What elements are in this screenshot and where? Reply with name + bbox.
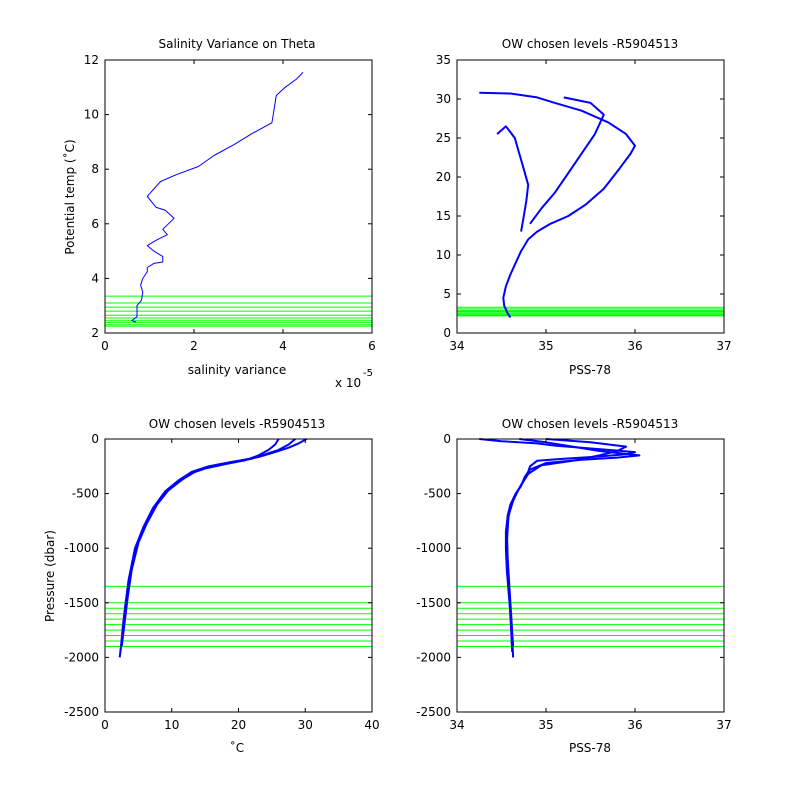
panel-4-xlabel: PSS-78 <box>569 741 611 755</box>
y-tick-label: -2000 <box>64 650 99 664</box>
panel-4-title: OW chosen levels -R5904513 <box>502 417 678 431</box>
panel-1-ylabel: Potential temp (˚C) <box>62 139 77 254</box>
y-tick-label: 2 <box>91 326 99 340</box>
panel-2-plot: 34 35 36 37 0 5 10 15 20 25 30 35 <box>436 53 732 353</box>
x-tick-label: 0 <box>101 339 109 353</box>
series-line <box>131 71 304 323</box>
x-tick-label: 2 <box>190 339 198 353</box>
x-tick-label: 35 <box>538 718 553 732</box>
panel-salinity-pressure: OW chosen levels -R5904513 34 35 36 37 -2500… <box>416 417 732 755</box>
y-tick-label: -1500 <box>416 596 451 610</box>
panel-1-xlabel: salinity variance <box>188 363 287 377</box>
series-line <box>119 438 280 653</box>
y-tick-label: 6 <box>91 217 99 231</box>
series-line <box>505 438 628 652</box>
y-tick-label: 0 <box>91 432 99 446</box>
x-tick-label: 30 <box>298 718 313 732</box>
y-tick-label: 35 <box>436 53 451 67</box>
x-tick-label: 37 <box>716 718 731 732</box>
series-line <box>479 91 636 318</box>
x-tick-label: 36 <box>627 718 642 732</box>
x-tick-label: 34 <box>449 339 464 353</box>
panel-temperature-pressure: OW chosen levels -R5904513 0 10 20 30 40 -250… <box>43 417 380 755</box>
panel-theta-salinity: OW chosen levels -R5904513 34 35 36 37 0 5 10 1… <box>436 37 732 377</box>
x-tick-label: 35 <box>538 339 553 353</box>
y-tick-label: 0 <box>443 432 451 446</box>
y-tick-label: -2500 <box>64 705 99 719</box>
panel-1-x-exponent: x 10 <box>335 376 361 390</box>
panel-1-x-exponent-power: -5 <box>363 368 373 379</box>
x-tick-label: 10 <box>164 718 179 732</box>
x-tick-label: 34 <box>449 718 464 732</box>
y-tick-label: 12 <box>84 53 99 67</box>
panel-2-title: OW chosen levels -R5904513 <box>502 37 678 51</box>
y-tick-label: -500 <box>424 487 451 501</box>
axes-box <box>456 59 725 334</box>
y-tick-label: -1000 <box>64 541 99 555</box>
series-line <box>529 96 605 225</box>
x-tick-label: 37 <box>716 339 731 353</box>
x-tick-label: 20 <box>231 718 246 732</box>
y-tick-label: 8 <box>91 162 99 176</box>
panel-3-plot: 0 10 20 30 40 -2500 -2000 -1500 -1000 -500 0 <box>64 432 380 732</box>
axes-box <box>456 438 725 713</box>
y-tick-label: 5 <box>443 287 451 301</box>
y-tick-label: -1000 <box>416 541 451 555</box>
x-tick-label: 4 <box>279 339 287 353</box>
y-tick-label: 0 <box>443 326 451 340</box>
panel-2-xlabel: PSS-78 <box>569 363 611 377</box>
y-tick-label: 25 <box>436 131 451 145</box>
x-tick-label: 40 <box>364 718 379 732</box>
y-tick-label: 10 <box>84 108 99 122</box>
series-line <box>496 125 530 232</box>
axes-box <box>104 59 373 334</box>
y-tick-label: 4 <box>91 271 99 285</box>
x-tick-label: 6 <box>368 339 376 353</box>
panel-3-ylabel: Pressure (dbar) <box>43 530 57 622</box>
y-tick-label: 15 <box>436 209 451 223</box>
y-tick-label: -2500 <box>416 705 451 719</box>
x-tick-label: 36 <box>627 339 642 353</box>
x-tick-label: 0 <box>101 718 109 732</box>
panel-salinity-variance: Salinity Variance on Theta 0 2 4 624681012 … <box>62 37 376 390</box>
y-tick-label: -1500 <box>64 596 99 610</box>
y-tick-label: 30 <box>436 92 451 106</box>
panel-4-plot: 34 35 36 37 -2500 -2000 -1500 -1000 -500 0 <box>416 432 732 732</box>
panel-3-title: OW chosen levels -R5904513 <box>149 417 325 431</box>
y-tick-label: 20 <box>436 170 451 184</box>
y-tick-label: -2000 <box>416 650 451 664</box>
y-tick-label: 10 <box>436 248 451 262</box>
panel-3-xlabel: ˚C <box>230 740 244 755</box>
y-tick-label: -500 <box>72 487 99 501</box>
panel-1-title: Salinity Variance on Theta <box>159 37 316 51</box>
